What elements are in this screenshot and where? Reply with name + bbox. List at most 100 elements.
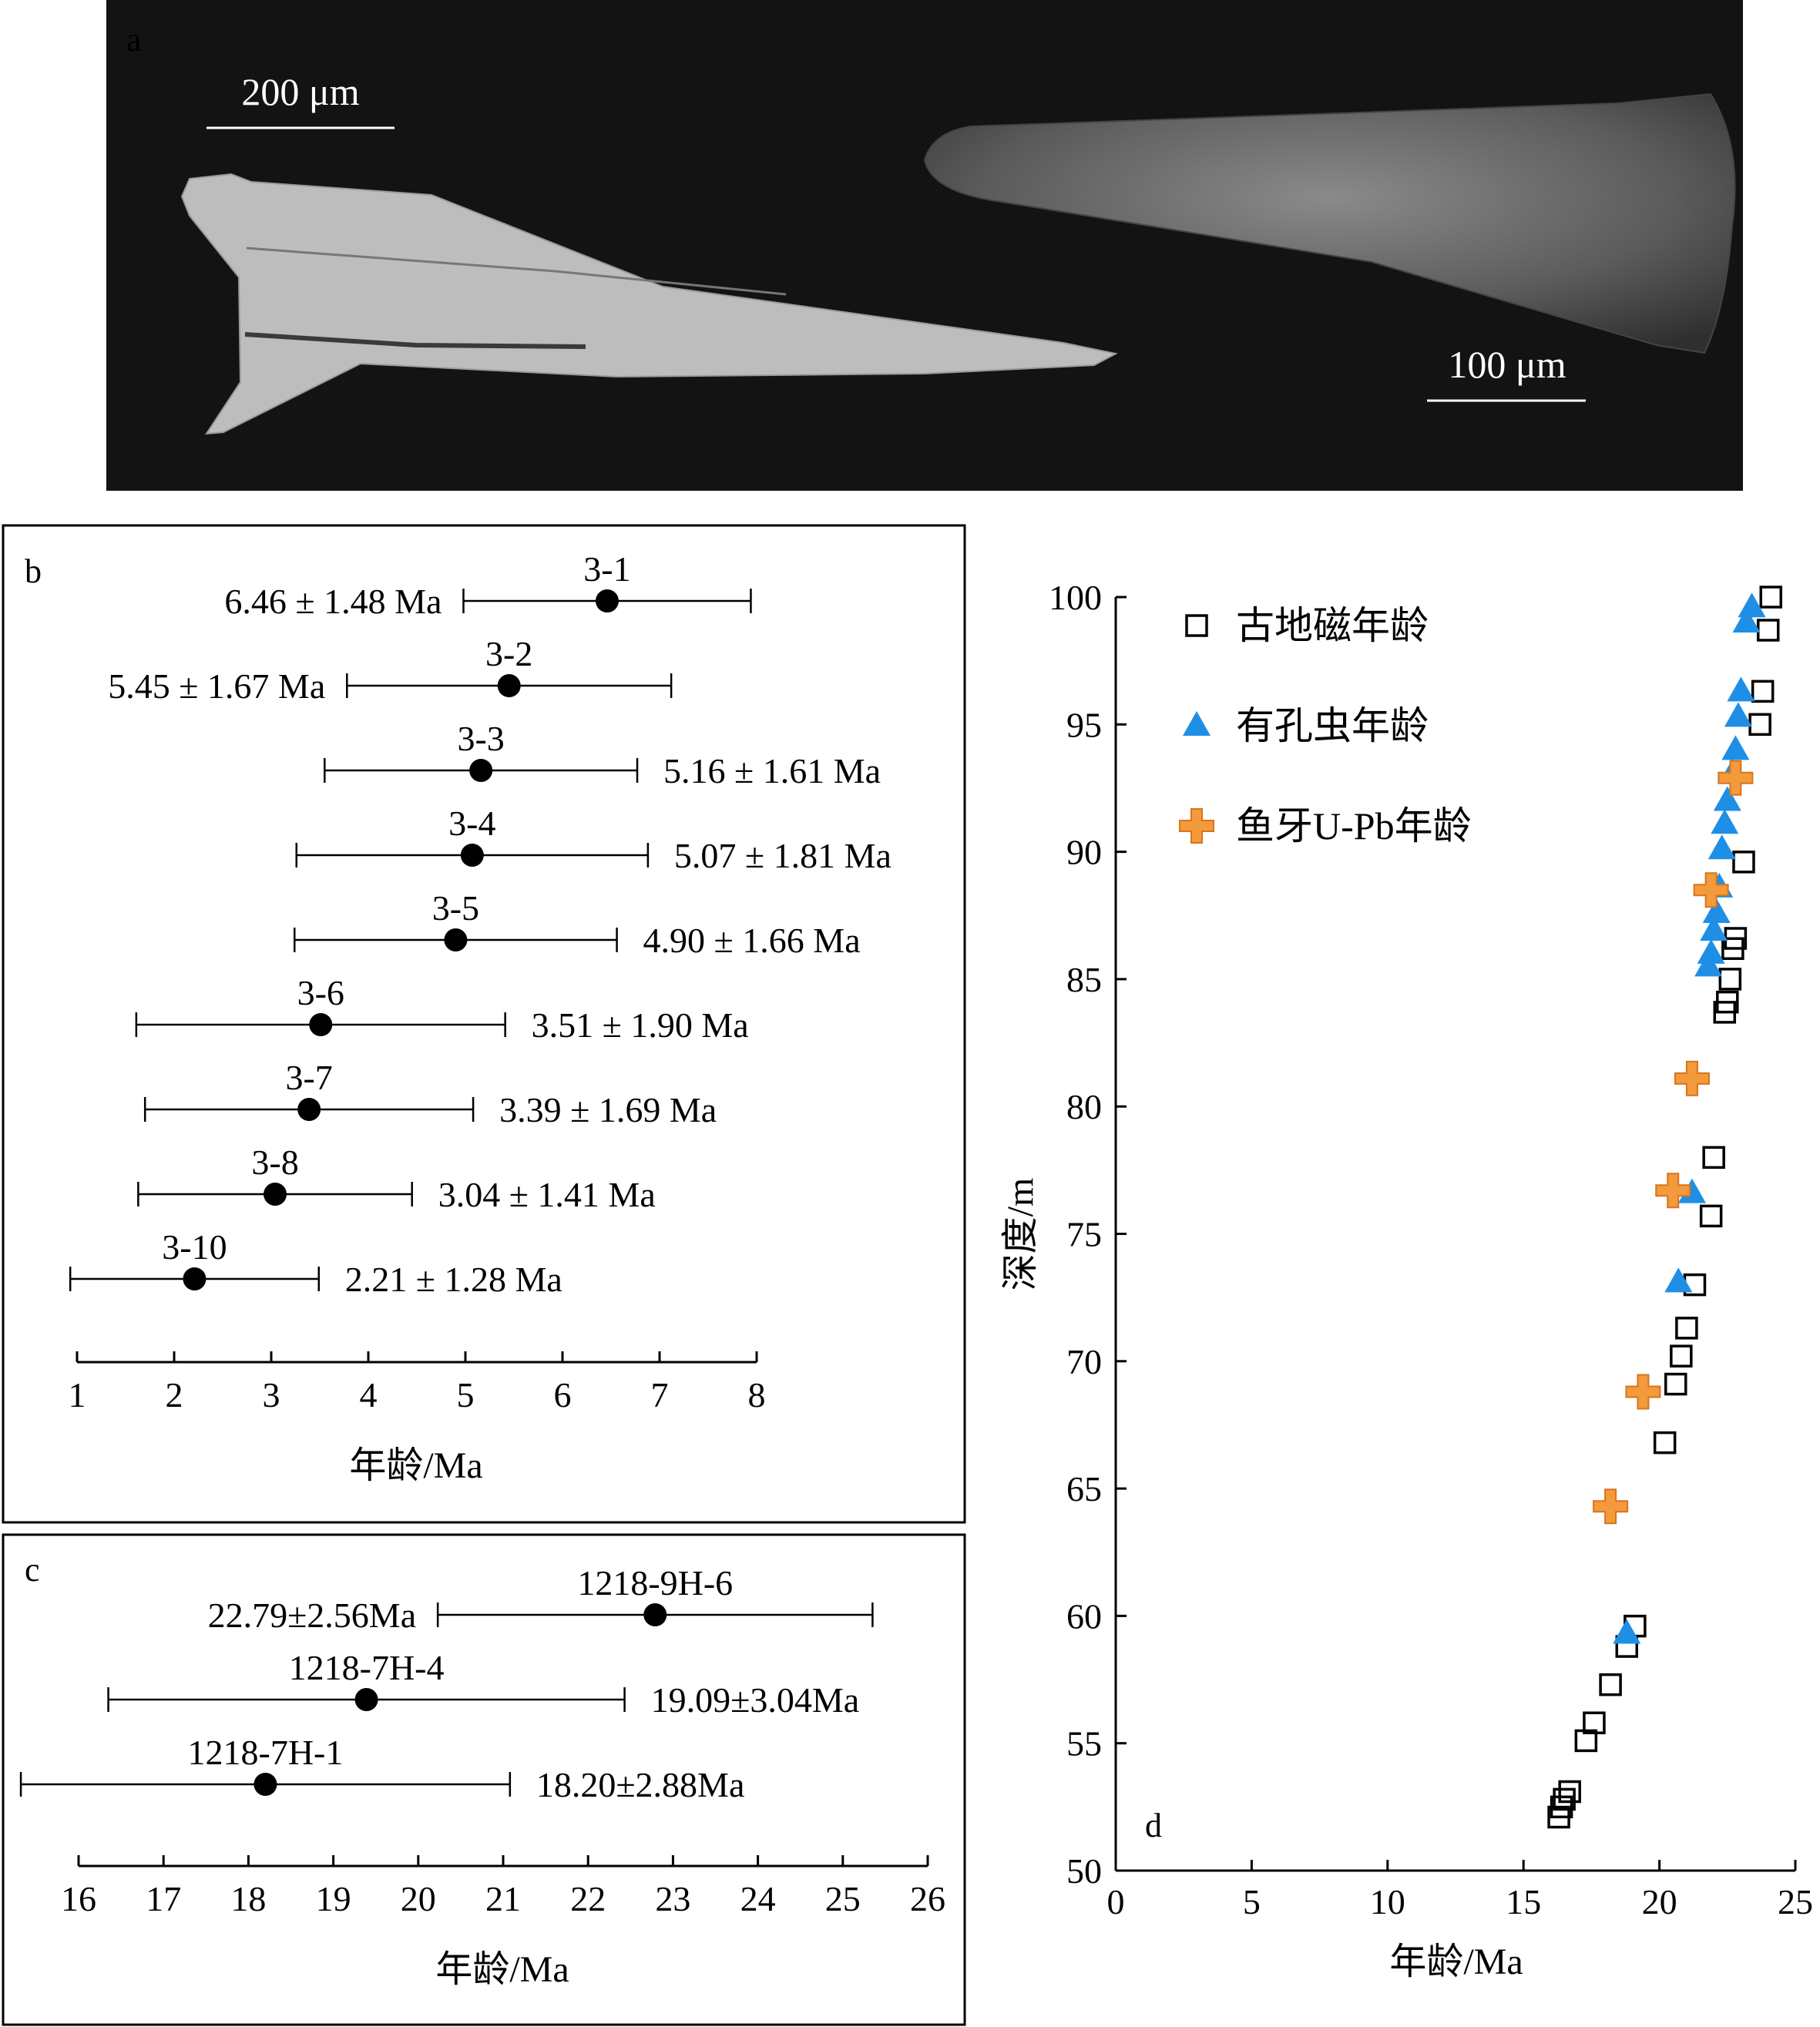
panel-c-x-axis: 16 17 18 19 20 21 22 23 24 25 26 <box>61 1855 945 1918</box>
open-square-marker <box>1599 1673 1622 1696</box>
triangle-marker <box>1694 951 1723 977</box>
open-square-marker <box>1718 968 1742 991</box>
open-square-marker <box>1699 1204 1723 1228</box>
x-tick-label: 15 <box>1506 1882 1541 1921</box>
open-square-marker <box>1751 680 1775 703</box>
plus-marker <box>1625 1374 1661 1410</box>
x-tick-label: 8 <box>748 1375 766 1415</box>
y-tick-label: 75 <box>1066 1215 1102 1254</box>
x-tick-label: 1 <box>69 1375 86 1415</box>
age-label: 3.51 ± 1.90 Ma <box>532 1005 749 1045</box>
x-tick-label: 4 <box>360 1375 378 1415</box>
open-square-marker <box>1748 713 1771 737</box>
x-tick-label: 5 <box>457 1375 475 1415</box>
triangle-marker <box>1727 676 1755 702</box>
panel-b-frame <box>2 524 966 1524</box>
open-square-marker <box>1664 1372 1687 1396</box>
age-label: 19.09±3.04Ma <box>651 1680 860 1720</box>
x-tick-label: 6 <box>554 1375 572 1415</box>
y-tick-label: 100 <box>1049 578 1102 617</box>
tooth-crack <box>246 247 787 296</box>
panel-d-y-axis-label: 深度/m <box>1000 1178 1041 1291</box>
age-label: 3.04 ± 1.41 Ma <box>438 1175 656 1214</box>
y-tick-label: 95 <box>1066 705 1102 744</box>
x-tick-label: 5 <box>1243 1882 1261 1921</box>
sample-label: 3-3 <box>457 719 504 758</box>
x-tick-label: 26 <box>910 1879 945 1918</box>
triangle-marker <box>1697 938 1725 964</box>
data-point <box>354 1688 378 1711</box>
age-label: 5.45 ± 1.67 Ma <box>108 666 325 706</box>
panel-d-axes: 0 5 10 15 20 25 50 55 60 65 70 75 80 85 90 95 100 <box>1049 578 1813 1921</box>
triangle-marker <box>1724 702 1752 727</box>
data-point <box>595 589 619 612</box>
legend-label: 有孔虫年龄 <box>1236 704 1429 747</box>
plus-marker <box>1593 1488 1629 1525</box>
plus-marker <box>1693 872 1729 908</box>
x-tick-label: 25 <box>825 1879 861 1918</box>
sample-label: 3-2 <box>485 634 532 673</box>
x-tick-label: 24 <box>740 1879 776 1918</box>
sample-label: 3-7 <box>285 1058 332 1097</box>
panel-d-series <box>1547 586 1782 1829</box>
open-square-marker <box>1675 1317 1698 1340</box>
legend-label: 鱼牙U-Pb年龄 <box>1236 804 1472 847</box>
x-tick-label: 21 <box>485 1879 521 1918</box>
x-tick-label: 18 <box>230 1879 266 1918</box>
data-point <box>444 928 468 951</box>
series-filled-triangle <box>1613 592 1766 1644</box>
x-tick-label: 23 <box>655 1879 690 1918</box>
tooth-crack <box>244 332 586 349</box>
data-point <box>469 759 493 782</box>
x-tick-label: 2 <box>166 1375 183 1415</box>
sample-label: 3-8 <box>251 1143 298 1182</box>
x-tick-label: 20 <box>401 1879 436 1918</box>
open-square-marker <box>1558 1780 1581 1804</box>
triangle-marker <box>1711 809 1739 834</box>
panel-label-a: a <box>126 21 142 59</box>
y-tick-label: 90 <box>1066 833 1102 872</box>
panel-c-x-axis-label: 年龄/Ma <box>435 1949 569 1990</box>
x-tick-label: 20 <box>1642 1882 1677 1921</box>
plus-marker <box>1179 808 1214 844</box>
panel-d-x-axis-label: 年龄/Ma <box>1389 1941 1523 1982</box>
open-square-marker <box>1574 1729 1598 1753</box>
open-square-marker <box>1756 619 1780 642</box>
panel-c-frame <box>2 1533 966 2026</box>
plus-marker <box>1718 760 1754 796</box>
sample-label: 3-6 <box>297 973 344 1012</box>
x-tick-label: 10 <box>1370 1882 1405 1921</box>
age-label: 18.20±2.88Ma <box>536 1765 745 1804</box>
y-tick-label: 50 <box>1066 1851 1102 1891</box>
triangle-marker <box>1183 711 1211 736</box>
x-tick-label: 16 <box>61 1879 96 1918</box>
scalebar-label-right: 100 μm <box>1448 343 1566 386</box>
open-square-marker <box>1716 990 1739 1014</box>
sample-label: 3-1 <box>583 549 630 589</box>
panel-label-d: d <box>1145 1807 1162 1844</box>
x-tick-label: 22 <box>570 1879 606 1918</box>
age-label: 5.07 ± 1.81 Ma <box>674 836 892 875</box>
data-point <box>297 1098 321 1121</box>
open-square-marker <box>1550 1795 1573 1819</box>
x-tick-label: 17 <box>146 1879 181 1918</box>
data-point <box>183 1267 207 1290</box>
plus-marker <box>1674 1060 1710 1096</box>
panel-label-c: c <box>25 1551 40 1589</box>
panel-b-x-axis: 1 2 3 4 5 6 7 8 <box>69 1351 766 1415</box>
tooth-specimen-conical <box>923 92 1736 354</box>
scalebar-label-left: 200 μm <box>241 70 359 113</box>
y-tick-label: 55 <box>1066 1724 1102 1764</box>
series-plus <box>1593 760 1754 1525</box>
open-square-marker <box>1670 1344 1693 1368</box>
open-square-marker <box>1759 586 1782 609</box>
panel-label-b: b <box>25 552 42 590</box>
x-tick-label: 7 <box>651 1375 669 1415</box>
open-square-marker <box>1553 1787 1576 1811</box>
sample-label: 1218-9H-6 <box>577 1563 733 1602</box>
data-point <box>643 1603 667 1626</box>
x-tick-label: 3 <box>263 1375 280 1415</box>
y-tick-label: 60 <box>1066 1596 1102 1636</box>
triangle-marker <box>1700 916 1728 941</box>
y-tick-label: 65 <box>1066 1469 1102 1509</box>
